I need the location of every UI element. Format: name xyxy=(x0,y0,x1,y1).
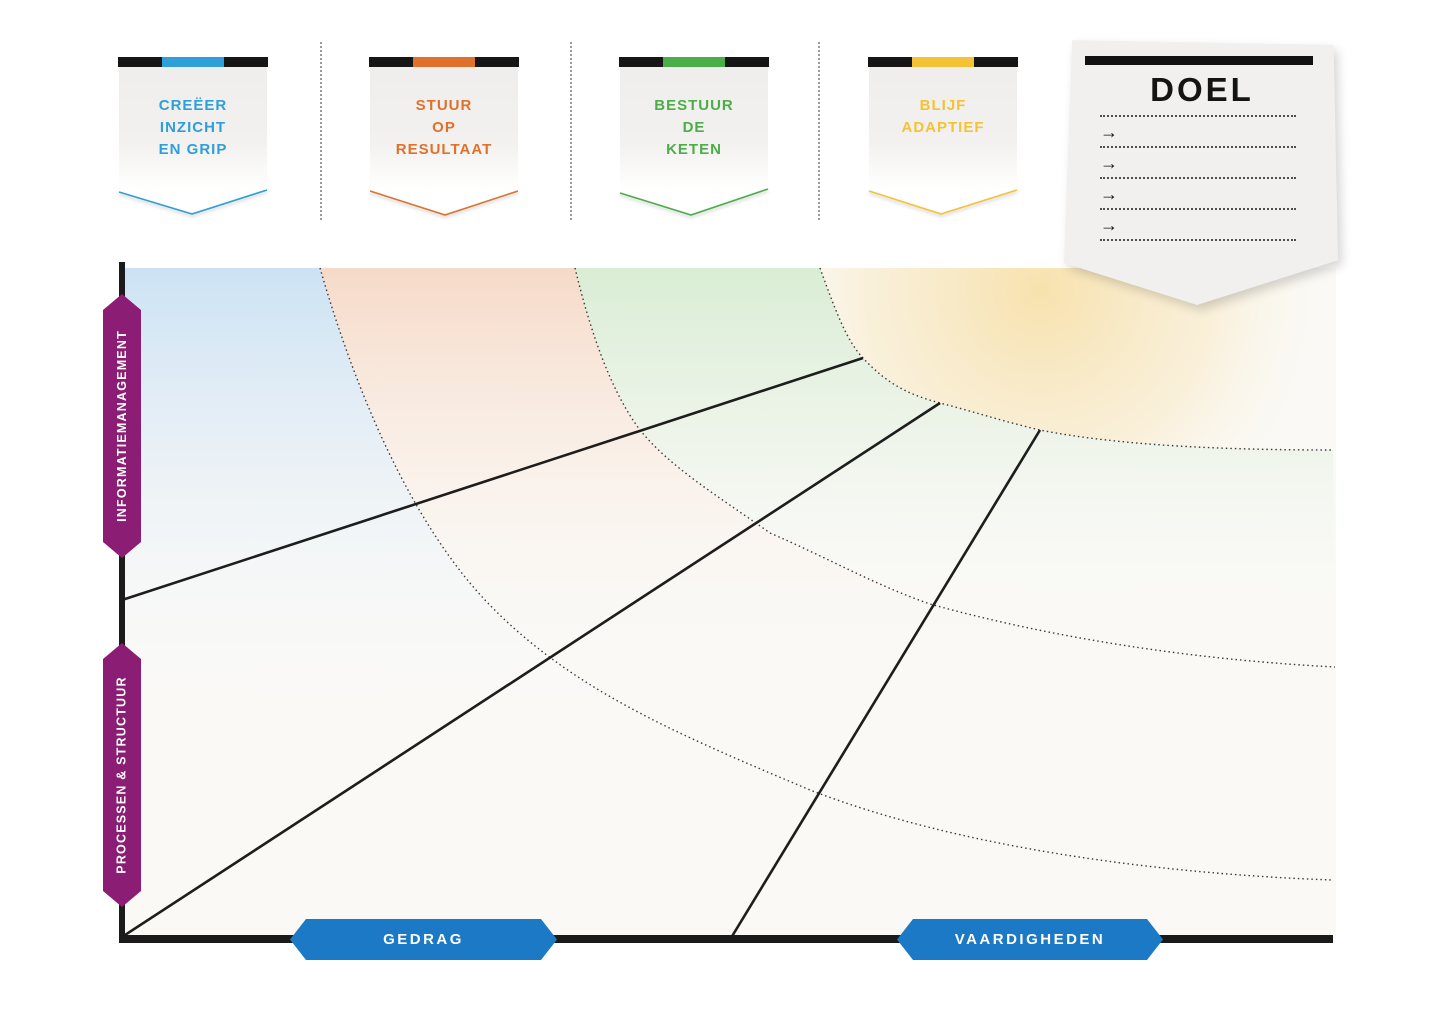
doel-shield-shape xyxy=(1063,40,1339,305)
axis-tab-label: VAARDIGHEDEN xyxy=(954,931,1106,948)
banner-label: BESTUUR DE KETEN xyxy=(654,97,734,158)
banner-body: BESTUUR DE KETEN xyxy=(620,67,768,217)
banner-label: BLIJF ADAPTIEF xyxy=(901,97,985,136)
write-in-line xyxy=(1100,115,1296,117)
arc-boundary-inner xyxy=(819,267,1334,451)
goal-banner-creeer-inzicht: CREËER INZICHT EN GRIP xyxy=(118,57,268,227)
ring-yellow xyxy=(820,268,1336,452)
y-axis-tab-processen-structuur: PROCESSEN & STRUCTUUR xyxy=(103,643,141,907)
doel-bullet-row: → xyxy=(1100,117,1296,148)
goal-banner-stuur-op-resultaat: STUUR OP RESULTAAT xyxy=(369,57,519,227)
banner-body: BLIJF ADAPTIEF xyxy=(869,67,1017,217)
axis-tab-label: INFORMATIEMANAGEMENT xyxy=(115,330,129,522)
banner-separator-dotted xyxy=(818,42,820,220)
arc-boundary-outer xyxy=(319,267,1334,881)
radial-line-1 xyxy=(121,356,864,602)
chevron-line-icon xyxy=(369,190,519,216)
chevron-line-icon xyxy=(118,189,268,215)
x-axis-tab-vaardigheden: VAARDIGHEDEN xyxy=(897,919,1163,960)
chevron-line-icon xyxy=(868,189,1018,215)
goal-banner-blijf-adaptief: BLIJF ADAPTIEF xyxy=(868,57,1018,227)
doel-title: DOEL xyxy=(1150,71,1254,108)
banner-label: STUUR OP RESULTAAT xyxy=(395,97,493,158)
doel-bullet-row: → xyxy=(1100,148,1296,179)
doel-write-in-rows: → → → → xyxy=(1100,115,1296,241)
arrow-right-icon: → xyxy=(1100,214,1118,235)
radial-line-3 xyxy=(729,429,1042,939)
doel-bullet-row: → xyxy=(1100,179,1296,210)
ring-green xyxy=(575,268,1335,667)
axis-tab-label: GEDRAG xyxy=(383,931,464,948)
ring-blue xyxy=(122,268,1333,938)
banner-separator-dotted xyxy=(320,42,322,220)
doel-bullet-row: → xyxy=(1100,210,1296,241)
x-axis-tab-gedrag: GEDRAG xyxy=(290,919,557,960)
banner-body: CREËER INZICHT EN GRIP xyxy=(119,67,267,217)
goal-banner-bestuur-de-keten: BESTUUR DE KETEN xyxy=(619,57,769,227)
axis-tab-label: PROCESSEN & STRUCTUUR xyxy=(115,676,129,874)
chevron-line-icon xyxy=(619,188,769,216)
arrow-right-icon: → xyxy=(1100,183,1118,204)
arrow-right-icon: → xyxy=(1100,152,1118,173)
arrow-right-icon: → xyxy=(1100,121,1118,142)
banner-body: STUUR OP RESULTAAT xyxy=(370,67,518,217)
radial-line-2 xyxy=(121,401,941,939)
doel-panel: DOEL → → → → xyxy=(1062,25,1342,305)
doel-top-bar xyxy=(1085,56,1313,65)
banner-separator-dotted xyxy=(570,42,572,220)
y-axis-tab-informatiemanagement: INFORMATIEMANAGEMENT xyxy=(103,294,141,558)
ring-orange xyxy=(320,268,1335,880)
banner-label: CREËER INZICHT EN GRIP xyxy=(158,97,228,158)
